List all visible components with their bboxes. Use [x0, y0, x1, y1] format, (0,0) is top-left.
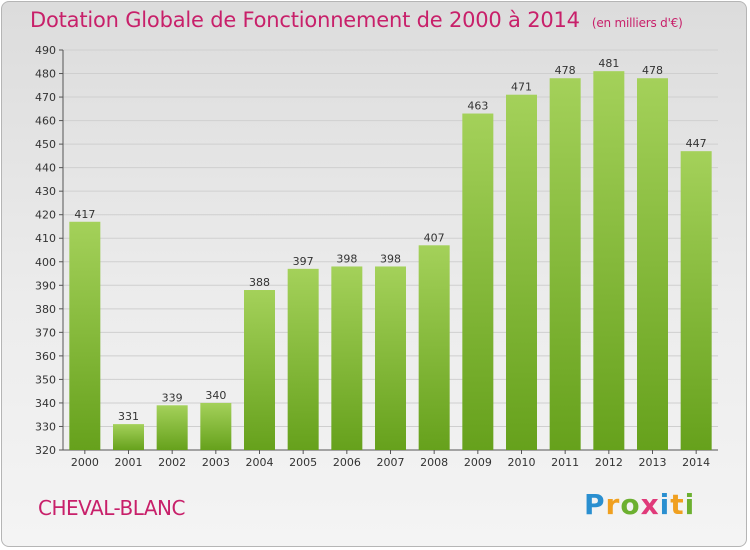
- data-label: 340: [205, 389, 226, 402]
- bar: [462, 113, 494, 450]
- data-label: 388: [249, 276, 270, 289]
- x-tick-label: 2013: [639, 456, 667, 469]
- y-tick-label: 450: [35, 138, 56, 151]
- y-tick-label: 410: [35, 232, 56, 245]
- bar: [506, 94, 537, 451]
- title-text: Dotation Globale de Fonctionnement de 20…: [30, 8, 580, 32]
- bar: [287, 268, 319, 450]
- logo-letter: P: [584, 488, 606, 521]
- bar: [331, 266, 363, 450]
- bar: [375, 266, 406, 450]
- x-tick-label: 2004: [246, 456, 274, 469]
- y-tick-label: 330: [35, 420, 56, 433]
- x-tick-label: 2001: [115, 456, 143, 469]
- x-tick-label: 2010: [508, 456, 536, 469]
- bar: [680, 151, 712, 451]
- logo-letter: i: [684, 488, 696, 521]
- data-label: 331: [118, 410, 139, 423]
- x-tick-label: 2007: [377, 456, 405, 469]
- x-tick-label: 2005: [289, 456, 317, 469]
- data-label: 478: [642, 64, 663, 77]
- proxiti-logo: Proxiti: [584, 488, 695, 521]
- data-label: 481: [598, 57, 619, 70]
- x-tick-label: 2009: [464, 456, 492, 469]
- x-tick-label: 2012: [595, 456, 623, 469]
- data-label: 471: [511, 81, 532, 94]
- logo-letter: r: [605, 488, 621, 521]
- bar: [69, 221, 101, 450]
- logo-letter: i: [659, 488, 671, 521]
- y-tick-label: 350: [35, 373, 56, 386]
- y-tick-label: 460: [35, 115, 56, 128]
- bars: [69, 71, 712, 451]
- y-tick-label: 340: [35, 397, 56, 410]
- x-tick-labels: 2000 2001 2002 2003 2004 2005 2006 2007 2008 2009…: [71, 450, 710, 469]
- y-tick-label: 400: [35, 256, 56, 269]
- chart-title: Dotation Globale de Fonctionnement de 20…: [30, 8, 683, 32]
- data-label: 417: [74, 208, 95, 221]
- bar: [244, 290, 275, 450]
- y-tick-label: 480: [35, 68, 56, 81]
- bar: [549, 78, 581, 450]
- x-tick-label: 2008: [420, 456, 448, 469]
- y-tick-label: 370: [35, 326, 56, 339]
- y-tick-labels: 320 330 340 350 360 370 380 390 400 410 420 430 440 4…: [35, 44, 56, 457]
- data-labels: 417 331 339 340 388 397 398 398 407 463 471 478 481 4…: [74, 57, 706, 423]
- x-tick-label: 2011: [551, 456, 579, 469]
- x-tick-label: 2003: [202, 456, 230, 469]
- y-tick-label: 420: [35, 209, 56, 222]
- commune-name: CHEVAL-BLANC: [38, 496, 185, 520]
- data-label: 447: [686, 137, 707, 150]
- y-tick-label: 390: [35, 279, 56, 292]
- y-tick-label: 470: [35, 91, 56, 104]
- bar: [200, 402, 232, 450]
- x-tick-label: 2006: [333, 456, 361, 469]
- bar: [637, 78, 668, 450]
- y-tick-label: 320: [35, 444, 56, 457]
- logo-letter: t: [670, 488, 685, 521]
- y-tick-label: 380: [35, 303, 56, 316]
- bar: [156, 405, 188, 450]
- y-tick-label: 430: [35, 185, 56, 198]
- data-label: 407: [424, 231, 445, 244]
- data-label: 463: [467, 100, 488, 113]
- bar: [113, 424, 144, 450]
- y-tick-label: 360: [35, 350, 56, 363]
- bar: [418, 245, 450, 450]
- x-tick-label: 2002: [158, 456, 186, 469]
- title-unit: (en milliers d'€): [591, 16, 683, 30]
- x-tick-label: 2014: [682, 456, 710, 469]
- y-tick-label: 440: [35, 162, 56, 175]
- data-label: 339: [162, 391, 183, 404]
- x-tick-label: 2000: [71, 456, 99, 469]
- logo-letter: x: [640, 488, 660, 521]
- data-label: 398: [336, 252, 357, 265]
- y-tick-label: 490: [35, 44, 56, 57]
- logo-letter: o: [620, 488, 641, 521]
- data-label: 478: [555, 64, 576, 77]
- bar: [593, 71, 625, 451]
- data-label: 397: [293, 255, 314, 268]
- data-label: 398: [380, 252, 401, 265]
